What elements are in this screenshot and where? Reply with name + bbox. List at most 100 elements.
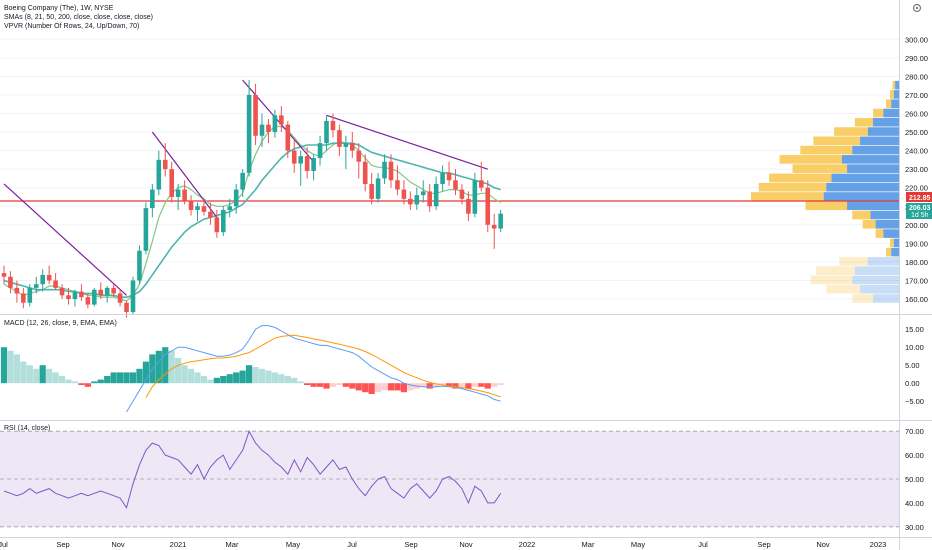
volume-profile-down-3	[873, 108, 884, 118]
macd-histogram-bar-76	[491, 383, 498, 387]
candle-body-2	[14, 287, 20, 294]
candle-body-59	[382, 161, 387, 179]
macd-histogram-bar-73	[471, 383, 478, 387]
macd-histogram-bar-77	[497, 383, 504, 385]
rsi-indicator-label[interactable]: RSI (14, close)	[4, 425, 50, 432]
sma-indicator-label[interactable]: SMAs (8, 21, 50, 200, close, close, clos…	[4, 14, 153, 21]
volume-profile-up-2	[891, 99, 899, 109]
macd-pane	[0, 325, 504, 413]
candle-body-52	[337, 130, 342, 147]
candle-body-63	[408, 198, 413, 205]
macd-histogram-bar-15	[97, 379, 104, 384]
time-tick-label-7: Sep	[404, 540, 417, 549]
macd-histogram-bar-45	[291, 377, 298, 384]
volume-profile-down-22	[826, 284, 861, 294]
macd-histogram-bar-19	[123, 372, 130, 384]
candle-body-9	[59, 287, 65, 296]
candle-body-26	[169, 169, 174, 197]
trend-lines[interactable]	[3, 79, 488, 296]
candle-body-11	[72, 291, 78, 300]
candle-body-66	[427, 191, 432, 207]
macd-histogram-bar-55	[355, 383, 362, 391]
price-tick-label-11: 190.00	[905, 239, 928, 248]
macd-histogram-bar-52	[336, 383, 343, 385]
candle-body-60	[388, 161, 394, 181]
macd-histogram-bar-67	[433, 383, 440, 387]
axes: 300.00 290.00 280.00 270.00 260.00 250.00 240.…	[0, 35, 928, 549]
macd-histogram-bar-8	[52, 372, 59, 384]
candle-body-69	[446, 172, 452, 181]
price-tick-label-8: 220.00	[905, 184, 928, 193]
macd-histogram-bar-50	[323, 383, 330, 389]
time-tick-label-0: Jul	[0, 540, 8, 549]
volume-profile-down-1	[889, 90, 894, 99]
time-tick-label-5: May	[286, 540, 300, 549]
last-price-tag: 206.03 1d 5h	[906, 203, 932, 219]
candle-body-4	[27, 287, 33, 303]
macd-histogram-bar-66	[426, 383, 433, 389]
candle-body-19	[124, 302, 129, 312]
candle-body-51	[330, 120, 336, 131]
macd-histogram-bar-36	[233, 372, 240, 384]
candle-body-41	[266, 124, 271, 133]
candle-body-13	[85, 297, 91, 305]
volume-profile-up-9	[847, 164, 899, 173]
sma-slow-line	[3, 142, 501, 299]
macd-histogram-bar-62	[400, 383, 407, 393]
price-tick-label-14: 160.00	[905, 295, 928, 304]
macd-histogram-bar-16	[104, 376, 111, 384]
macd-tick-label-1: 10.00	[905, 343, 924, 352]
volume-profile-down-0	[892, 80, 896, 90]
candle-body-43	[279, 115, 284, 125]
candle-body-53	[343, 143, 349, 147]
macd-histogram-bar-3	[20, 361, 27, 384]
macd-indicator-label[interactable]: MACD (12, 26, close, 9, EMA, EMA)	[4, 320, 117, 327]
macd-histogram-bar-32	[207, 379, 214, 384]
candle-body-12	[79, 291, 84, 298]
time-tick-label-4: Mar	[226, 540, 239, 549]
volume-profile-down-21	[810, 275, 853, 285]
candle-body-42	[272, 115, 278, 133]
chart-title[interactable]: Boeing Company (The), 1W, NYSE	[4, 5, 114, 12]
candle-body-33	[214, 217, 220, 233]
macd-histogram-bar-48	[310, 383, 317, 387]
candle-body-27	[175, 189, 181, 197]
time-tick-label-8: Nov	[459, 540, 473, 549]
candle-body-18	[117, 293, 123, 303]
macd-histogram-bar-18	[117, 372, 124, 384]
volume-profile-down-20	[815, 266, 855, 275]
candle-body-24	[156, 159, 162, 190]
candle-body-70	[453, 180, 458, 190]
vpvr-indicator-label[interactable]: VPVR (Number Of Rows, 24, Up/Down, 70)	[4, 23, 139, 30]
candle-body-35	[227, 206, 233, 210]
candle-body-23	[150, 189, 155, 209]
time-tick-label-14: Nov	[816, 540, 830, 549]
macd-histogram-bar-35	[226, 374, 233, 384]
volume-profile-down-16	[875, 229, 884, 238]
volume-profile-down-4	[854, 117, 874, 127]
volume-profile-up-23	[873, 294, 899, 303]
macd-histogram-bar-17	[110, 372, 117, 384]
macd-histogram-bar-12	[78, 383, 85, 385]
macd-tick-label-2: 5.00	[905, 361, 920, 370]
volume-profile-down-9	[792, 164, 848, 173]
volume-profile-down-8	[779, 155, 842, 164]
macd-histogram-bar-28	[181, 365, 188, 384]
macd-histogram-bar-30	[194, 372, 201, 384]
candle-body-48	[311, 158, 316, 171]
price-tick-label-1: 290.00	[905, 54, 928, 63]
candle-body-10	[66, 295, 71, 300]
macd-histogram-bar-60	[387, 383, 395, 391]
candle-body-54	[350, 143, 355, 151]
time-tick-label-3: 2021	[170, 540, 187, 549]
macd-histogram-bar-20	[129, 372, 137, 384]
macd-histogram-bar-44	[284, 376, 291, 384]
candle-body-77	[498, 213, 503, 229]
volume-profile-up-1	[893, 90, 899, 99]
candle-body-57	[369, 183, 374, 199]
price-tick-label-10: 200.00	[905, 221, 928, 230]
price-tick-label-7: 230.00	[905, 165, 928, 174]
volume-profile-down-17	[889, 238, 894, 248]
settings-gear-icon[interactable]	[912, 3, 922, 13]
